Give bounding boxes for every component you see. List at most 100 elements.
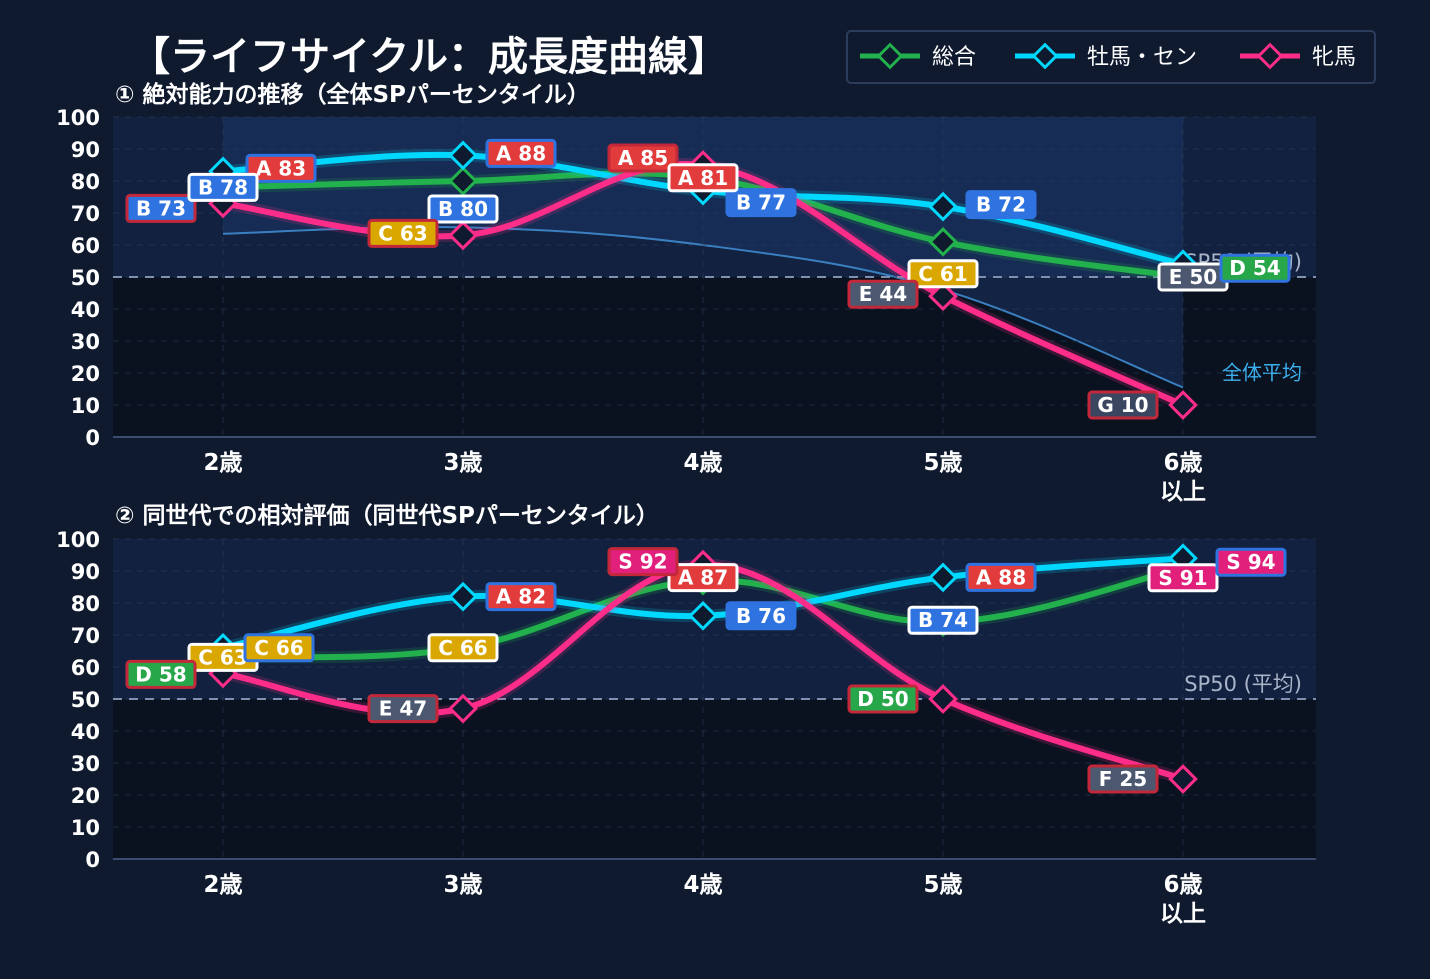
x-tick-4-line2: 以上 — [1160, 479, 1206, 505]
label-filly-4-box — [1087, 390, 1159, 420]
y-tick-90: 90 — [71, 560, 100, 584]
label-filly-0: B 73 — [125, 193, 197, 223]
main-title: 【ライフサイクル：成長度曲線】 — [130, 34, 728, 80]
y-tick-90: 90 — [71, 138, 100, 162]
label-filly-4: F 25 — [1087, 764, 1159, 794]
point-filly-3 — [928, 684, 958, 714]
label-filly-2: A 85 — [607, 143, 679, 173]
label-filly-3: E 44 — [847, 279, 919, 309]
label-filly-2-box — [607, 547, 679, 577]
label-colt-1-box — [485, 138, 557, 168]
y-tick-10: 10 — [71, 394, 100, 418]
point-filly-4 — [1168, 390, 1198, 420]
label-filly-1-text: E 47 — [379, 697, 427, 721]
x-tick-1: 3歳 — [443, 450, 482, 476]
y-tick-40: 40 — [71, 720, 100, 744]
label-filly-4-text: F 25 — [1099, 767, 1147, 791]
label-filly-4: G 10 — [1087, 390, 1159, 420]
label-colt-0-text: C 66 — [254, 636, 303, 660]
label-colt-2-text: B 76 — [736, 604, 786, 628]
label-filly-3-box — [847, 684, 919, 714]
label-colt-2: B 76 — [725, 601, 797, 631]
y-tick-30: 30 — [71, 330, 100, 354]
label-total-2: A 87 — [667, 563, 739, 593]
y-tick-80: 80 — [71, 170, 100, 194]
label-colt-2-box — [725, 188, 797, 218]
panel-title: ① 絶対能力の推移（全体SPパーセンタイル） — [115, 81, 590, 108]
label-filly-3-text: D 50 — [857, 687, 908, 711]
label-filly-0-box — [125, 193, 197, 223]
label-total-1-text: C 66 — [438, 636, 487, 660]
label-total-1: B 80 — [427, 194, 499, 224]
y-tick-40: 40 — [71, 298, 100, 322]
point-total-3 — [928, 226, 958, 257]
label-colt-3: A 88 — [965, 562, 1037, 592]
legend-marker-filly — [1256, 42, 1284, 70]
y-tick-50: 50 — [71, 688, 100, 712]
y-tick-20: 20 — [71, 362, 100, 386]
plot-upper-band — [113, 117, 1316, 277]
point-filly-1 — [448, 220, 478, 251]
label-filly-1: E 47 — [367, 694, 439, 724]
y-tick-70: 70 — [71, 624, 100, 648]
y-tick-60: 60 — [71, 656, 100, 680]
label-colt-1-text: A 82 — [496, 585, 546, 609]
label-colt-1-text: A 88 — [496, 141, 546, 165]
legend-marker-total — [876, 42, 904, 70]
label-total-2-box — [667, 563, 739, 593]
label-total-0-text: C 63 — [198, 645, 247, 669]
label-total-3: B 74 — [907, 605, 979, 635]
label-total-4-text: E 50 — [1169, 265, 1217, 289]
x-tick-2: 4歳 — [683, 872, 722, 898]
label-total-3-text: B 74 — [918, 608, 968, 632]
label-colt-0-box — [245, 153, 317, 183]
y-tick-20: 20 — [71, 784, 100, 808]
point-colt-1 — [448, 140, 478, 171]
label-extra-0-box — [187, 172, 259, 202]
legend-label-total: 総合 — [932, 45, 976, 70]
y-tick-80: 80 — [71, 592, 100, 616]
y-tick-10: 10 — [71, 816, 100, 840]
label-total-1-box — [427, 633, 499, 663]
label-filly-1: C 63 — [367, 218, 439, 248]
label-total-3-box — [907, 259, 979, 289]
label-colt-4-box — [1219, 253, 1291, 283]
label-colt-4-text: D 54 — [1229, 256, 1280, 280]
y-tick-0: 0 — [85, 426, 100, 450]
label-extra-0-text: B 78 — [198, 175, 248, 199]
point-colt-1 — [448, 581, 478, 612]
label-filly-4-text: G 10 — [1097, 393, 1148, 417]
label-extra-1-text: A 81 — [678, 166, 728, 190]
label-filly-0-text: D 58 — [135, 662, 186, 686]
label-colt-0-box — [243, 633, 315, 663]
label-total-3: C 61 — [907, 259, 979, 289]
label-colt-3: B 72 — [965, 190, 1037, 220]
label-colt-3-box — [965, 190, 1037, 220]
point-colt-2 — [688, 600, 718, 631]
x-tick-0: 2歳 — [203, 450, 242, 476]
label-total-4: S 91 — [1147, 563, 1219, 593]
legend: 総合 牡馬・セン 牝馬 — [846, 30, 1376, 84]
average-label: 全体平均 — [1222, 360, 1302, 384]
y-tick-30: 30 — [71, 752, 100, 776]
panel-relative: 0 10 20 30 40 50 60 70 80 90 100 SP50 (平均) ② 同世代での相対… — [56, 502, 1316, 927]
label-filly-4-box — [1087, 764, 1159, 794]
legend-label-colt: 牡馬・セン — [1087, 45, 1197, 70]
point-total-1 — [448, 166, 478, 196]
y-tick-100: 100 — [56, 528, 100, 552]
label-colt-4: S 94 — [1215, 547, 1287, 577]
label-extra-0: B 78 — [187, 172, 259, 202]
label-colt-3-box — [965, 562, 1037, 592]
y-tick-70: 70 — [71, 202, 100, 226]
label-total-4: E 50 — [1157, 262, 1229, 292]
x-tick-3: 5歳 — [923, 872, 962, 898]
legend-label-filly: 牝馬 — [1312, 45, 1356, 70]
x-tick-4-line2: 以上 — [1160, 901, 1206, 927]
legend-box — [846, 30, 1376, 84]
label-colt-0: C 66 — [243, 633, 315, 663]
label-colt-0: A 83 — [245, 153, 317, 183]
label-total-3-text: C 61 — [918, 262, 967, 286]
label-filly-3-text: E 44 — [859, 282, 907, 306]
label-total-1-box — [427, 194, 499, 224]
